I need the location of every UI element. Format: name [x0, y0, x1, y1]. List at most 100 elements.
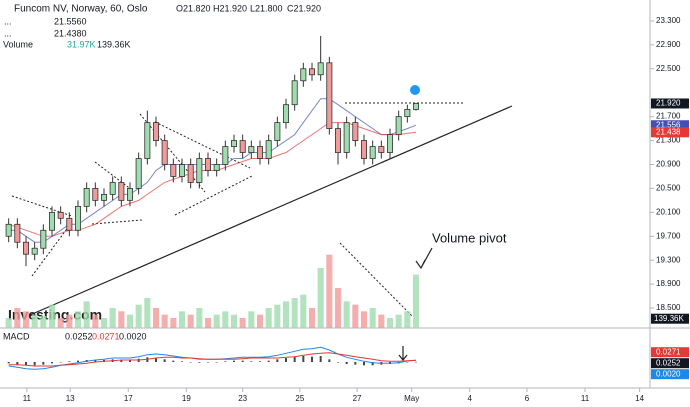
candle-body [161, 140, 168, 165]
dotted-lines [11, 102, 465, 317]
y-tick-label: 18.900 [656, 279, 681, 288]
annotation: Volume pivot [432, 230, 507, 245]
candle-body [187, 164, 194, 183]
candle-body [334, 128, 341, 153]
candle-body [326, 62, 333, 129]
candle-body [343, 122, 350, 153]
candle-body [101, 193, 108, 201]
candle-body [127, 188, 134, 201]
y-tick-label: 22.900 [656, 40, 681, 49]
macd-tag-label: 0.0271 [656, 347, 681, 356]
volume-bar [326, 254, 333, 328]
volume-bar [291, 298, 298, 328]
macd-histogram-bar [250, 361, 253, 362]
macd-histogram-bar [241, 360, 244, 362]
candle-body [31, 247, 38, 255]
volume-bar [256, 314, 264, 328]
x-tick-label: 25 [295, 394, 304, 403]
price-tag-label: 21.438 [656, 127, 681, 136]
candle-body [317, 62, 324, 76]
volume-bar [222, 311, 229, 328]
volume-bar [308, 308, 316, 328]
macd-histogram-bar [25, 362, 27, 366]
candle-body [274, 122, 281, 141]
macd-histogram-bar [51, 362, 53, 364]
y-tick-label: 22.500 [656, 64, 681, 73]
volume-bar [74, 311, 82, 328]
macd-histogram-bar [259, 361, 261, 362]
price-tag [651, 98, 689, 109]
macd-histogram-bar [7, 362, 10, 364]
candle-body [360, 140, 367, 159]
x-tick-label: May [404, 394, 419, 403]
candle-body [395, 116, 402, 135]
volume-label: Volume [3, 39, 33, 49]
macd-histogram-bar [267, 360, 270, 362]
volume-bar [343, 301, 350, 328]
macd-legend: 0.0271 [92, 331, 120, 341]
macd-histogram-bar [233, 360, 235, 362]
macd-histogram-bar [276, 359, 279, 362]
y-tick-label: 19.700 [656, 231, 681, 240]
volume-bar [386, 318, 394, 328]
overlay-legend: 21.5560 [54, 16, 87, 26]
x-tick-label: 17 [124, 394, 133, 403]
macd-histogram-bar [319, 356, 322, 362]
signal-line [8, 352, 417, 367]
arrow [415, 247, 433, 270]
volume-bar [274, 304, 281, 328]
volume-bar [378, 314, 385, 328]
volume-bar [31, 314, 38, 328]
price-tag-label: 21.920 [656, 99, 681, 108]
volume-bar [178, 311, 186, 328]
y-tick-label: 21.300 [656, 136, 681, 145]
volume-bar [135, 304, 142, 328]
volume-bar [161, 314, 168, 328]
macd-legend: 0.0020 [119, 331, 147, 341]
macd-histogram-bar [354, 362, 357, 365]
macd-histogram-bar [337, 362, 339, 363]
volume-bar [92, 314, 99, 328]
candle-body [109, 182, 116, 195]
macd-tag-label: 0.0252 [656, 358, 681, 367]
y-tick-label: 19.300 [656, 255, 681, 264]
price-tag [651, 127, 689, 138]
candle-body [152, 122, 159, 141]
candle-body [5, 223, 12, 237]
candle-body [196, 158, 203, 183]
macd-histogram-bar [215, 362, 218, 363]
macd-histogram-bar [198, 362, 201, 363]
candle-body [386, 134, 393, 153]
volume-bar [144, 298, 151, 328]
volume-bar [265, 308, 272, 328]
macd-tag [651, 358, 689, 369]
event-marker[interactable] [410, 85, 420, 95]
volume-bar [22, 311, 30, 328]
macd-histogram-bar [285, 358, 287, 362]
candle-body [248, 146, 255, 153]
volume-bar [239, 318, 246, 328]
macd-histogram-bar [224, 361, 227, 362]
y-tick-label: 20.900 [656, 160, 681, 169]
volume-legend: 31.97K [67, 39, 96, 49]
macd-histogram-bar [345, 362, 348, 364]
volume-bar [126, 314, 134, 328]
volume-bar [57, 318, 64, 328]
candle-body [118, 182, 125, 201]
macd-histogram-bar [293, 356, 296, 362]
macd-label: MACD [3, 331, 30, 341]
volume-bar [352, 304, 359, 328]
volume-bar [40, 316, 47, 328]
candle-body [291, 80, 298, 106]
candle-body [49, 211, 56, 231]
macd-histogram-bar [129, 360, 131, 362]
overlay-legend: 21.4380 [54, 28, 87, 38]
candle-body [404, 109, 411, 118]
volume-bar [48, 304, 56, 328]
volume-tag-label: 139.36K [654, 314, 684, 323]
candle-body [256, 146, 263, 159]
macd-histogram-bar [33, 362, 36, 366]
candle-body [144, 122, 151, 159]
x-tick-label: 6 [525, 394, 530, 403]
